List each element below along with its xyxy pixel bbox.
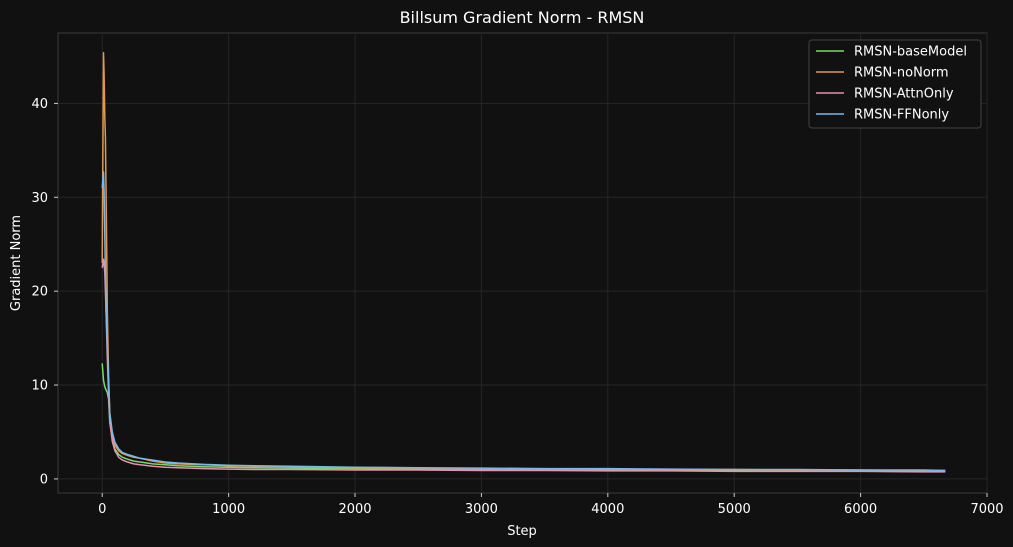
legend: RMSN-baseModel RMSN-noNorm RMSN-AttnOnly RM… [808,39,982,129]
x-tick-label: 4000 [591,502,624,517]
x-tick-label: 7000 [970,502,1003,517]
y-tick-label: 30 [31,191,48,206]
legend-label: RMSN-AttnOnly [854,87,954,102]
legend-label: RMSN-baseModel [854,45,967,60]
y-axis-label: Gradient Norm [9,215,24,311]
x-tick-label: 5000 [718,502,751,517]
x-tick-label: 1000 [212,502,245,517]
y-tick-label: 10 [31,379,48,394]
series-group [101,51,946,473]
x-tick-label: 3000 [465,502,498,517]
series-line-rmsn-ffnonly [101,171,946,472]
x-axis-label: Step [507,524,537,539]
x-tick-label: 0 [98,502,106,517]
legend-label: RMSN-FFNonly [854,108,949,123]
y-tick-label: 0 [40,472,48,487]
y-tick-label: 20 [31,285,48,300]
x-axis-ticks: 0 1000 2000 3000 4000 5000 6000 7000 [98,493,1004,517]
chart-title: Billsum Gradient Norm - RMSN [400,8,645,27]
y-axis-ticks: 0 10 20 30 40 [31,97,58,487]
legend-label: RMSN-noNorm [854,66,949,81]
legend-box [808,39,982,129]
x-tick-label: 6000 [844,502,877,517]
x-tick-label: 2000 [338,502,371,517]
y-tick-label: 40 [31,97,48,112]
